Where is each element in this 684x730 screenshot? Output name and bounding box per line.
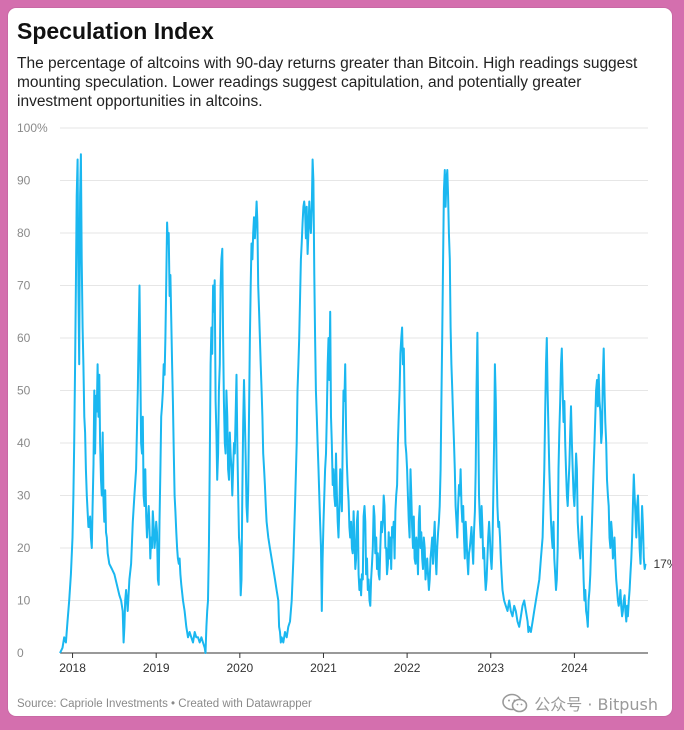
x-tick-label: 2024 bbox=[561, 661, 588, 675]
series-line bbox=[59, 153, 647, 654]
y-tick-label: 60 bbox=[17, 331, 31, 345]
y-tick-label: 100% bbox=[17, 121, 48, 135]
x-axis-ticks: 2018 2019 2020 2021 2022 2023 2024 bbox=[59, 653, 588, 675]
source-credit: Source: Capriole Investments • Created w… bbox=[17, 698, 312, 710]
y-tick-label: 20 bbox=[17, 541, 31, 555]
y-tick-label: 0 bbox=[17, 646, 24, 660]
y-tick-label: 90 bbox=[17, 174, 31, 188]
chart-subtitle: The percentage of altcoins with 90-day r… bbox=[17, 55, 638, 110]
y-tick-label: 10 bbox=[17, 594, 31, 608]
y-axis-ticks: 0 10 20 30 40 50 60 70 80 90 100% bbox=[17, 121, 48, 660]
x-tick-label: 2022 bbox=[394, 661, 421, 675]
wechat-icon bbox=[502, 693, 528, 713]
x-tick-label: 2018 bbox=[59, 661, 86, 675]
x-tick-label: 2021 bbox=[310, 661, 337, 675]
line-chart: 0 10 20 30 40 50 60 70 80 90 100% 2018 2019 2020 2021… bbox=[17, 121, 672, 675]
y-tick-label: 30 bbox=[17, 489, 31, 503]
y-tick-label: 80 bbox=[17, 226, 31, 240]
y-tick-label: 70 bbox=[17, 279, 31, 293]
watermark: 公众号 · Bitpush bbox=[502, 691, 658, 715]
watermark-text: 公众号 · Bitpush bbox=[534, 695, 658, 714]
x-tick-label: 2023 bbox=[477, 661, 504, 675]
y-tick-label: 40 bbox=[17, 436, 31, 450]
x-tick-label: 2020 bbox=[226, 661, 253, 675]
chart-title: Speculation Index bbox=[17, 18, 214, 44]
end-value-label: 17% bbox=[653, 557, 672, 571]
y-tick-label: 50 bbox=[17, 384, 31, 398]
x-tick-label: 2019 bbox=[143, 661, 170, 675]
chart-card: Speculation Index The percentage of altc… bbox=[8, 8, 672, 716]
